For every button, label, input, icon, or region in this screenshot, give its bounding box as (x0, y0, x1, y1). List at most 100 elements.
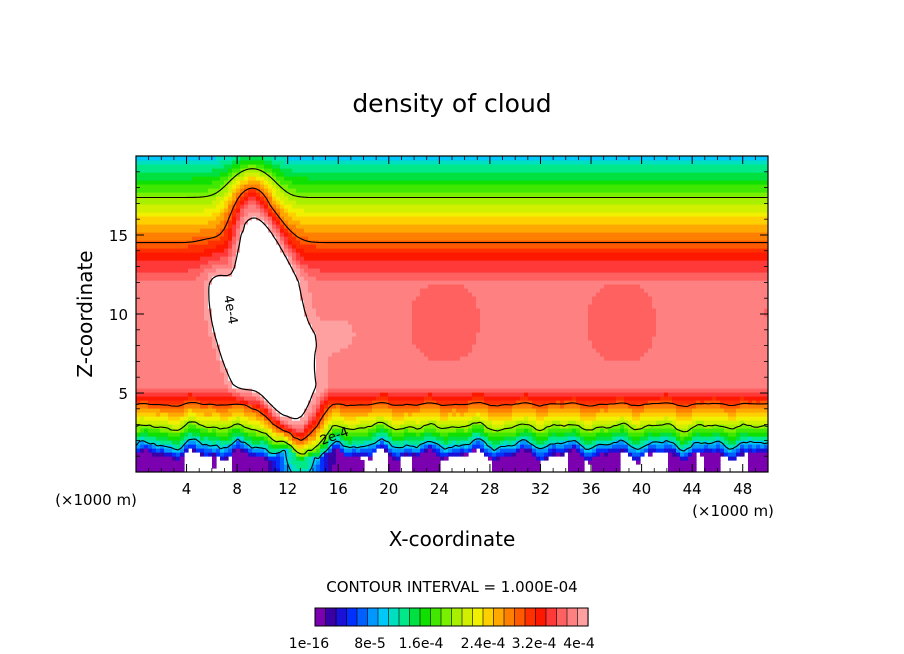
field-cell (332, 408, 337, 413)
field-cell (320, 308, 325, 313)
field-cell (196, 376, 201, 381)
field-cell (168, 320, 173, 325)
field-cell (388, 344, 393, 349)
field-cell (180, 316, 185, 321)
field-cell (152, 164, 157, 169)
field-cell (384, 224, 389, 229)
field-cell (312, 436, 317, 441)
field-cell (172, 424, 177, 429)
field-cell (344, 388, 349, 393)
field-cell (264, 312, 269, 317)
field-cell (344, 196, 349, 201)
field-cell (304, 404, 309, 409)
field-cell (376, 204, 381, 209)
field-cell (316, 232, 321, 237)
field-cell (136, 208, 141, 213)
field-cell (260, 324, 265, 329)
field-cell (148, 256, 153, 261)
field-cell (172, 460, 177, 465)
field-cell (380, 348, 385, 353)
field-cell (288, 332, 293, 337)
field-cell (196, 356, 201, 361)
field-cell (388, 172, 393, 177)
field-cell (288, 212, 293, 217)
field-cell (276, 248, 281, 253)
field-cell (184, 176, 189, 181)
field-cell (380, 264, 385, 269)
field-cell (360, 420, 365, 425)
field-cell (232, 412, 237, 417)
field-cell (236, 284, 241, 289)
field-cell (252, 360, 257, 365)
field-cell (140, 180, 145, 185)
field-cell (308, 412, 313, 417)
field-cell (328, 236, 333, 241)
field-cell (356, 236, 361, 241)
field-cell (176, 180, 181, 185)
field-cell (212, 348, 217, 353)
field-cell (316, 172, 321, 177)
field-cell (140, 212, 145, 217)
field-cell (280, 180, 285, 185)
field-cell (168, 292, 173, 297)
field-cell (348, 364, 353, 369)
field-cell (176, 284, 181, 289)
field-cell (200, 436, 205, 441)
field-cell (320, 168, 325, 173)
field-cell (292, 436, 297, 441)
field-cell (268, 200, 273, 205)
field-cell (368, 360, 373, 365)
field-cell (148, 288, 153, 293)
field-cell (140, 396, 145, 401)
field-cell (136, 300, 141, 305)
field-cell (272, 224, 277, 229)
field-cell (184, 400, 189, 405)
field-cell (196, 396, 201, 401)
field-cell (168, 172, 173, 177)
field-cell (140, 216, 145, 221)
field-cell (360, 288, 365, 293)
field-cell (372, 344, 377, 349)
field-cell (392, 448, 397, 453)
field-cell (160, 340, 165, 345)
field-cell (328, 468, 333, 472)
field-cell (320, 340, 325, 345)
field-cell (172, 368, 177, 373)
field-cell (260, 328, 265, 333)
field-cell (244, 176, 249, 181)
field-cell (164, 216, 169, 221)
field-cell (188, 212, 193, 217)
field-cell (284, 188, 289, 193)
field-cell (208, 256, 213, 261)
field-cell (252, 368, 257, 373)
field-cell (364, 332, 369, 337)
field-cell (264, 332, 269, 337)
field-cell (356, 304, 361, 309)
field-cell (196, 440, 201, 445)
field-cell (384, 212, 389, 217)
field-cell (220, 436, 225, 441)
field-cell (160, 288, 165, 293)
field-cell (264, 360, 269, 365)
field-cell (184, 352, 189, 357)
field-cell (292, 180, 297, 185)
field-cell (324, 372, 329, 377)
field-cell (240, 384, 245, 389)
field-cell (200, 288, 205, 293)
field-cell (140, 352, 145, 357)
field-cell (284, 252, 289, 257)
field-cell (160, 356, 165, 361)
field-cell (280, 464, 285, 469)
field-cell (244, 432, 249, 437)
field-cell (316, 268, 321, 273)
field-cell (356, 300, 361, 305)
field-cell (296, 452, 301, 457)
field-cell (372, 348, 377, 353)
field-cell (256, 372, 261, 377)
field-cell (292, 300, 297, 305)
field-cell (300, 368, 305, 373)
field-cell (236, 220, 241, 225)
field-cell (332, 328, 337, 333)
field-cell (136, 228, 141, 233)
field-cell (300, 436, 305, 441)
